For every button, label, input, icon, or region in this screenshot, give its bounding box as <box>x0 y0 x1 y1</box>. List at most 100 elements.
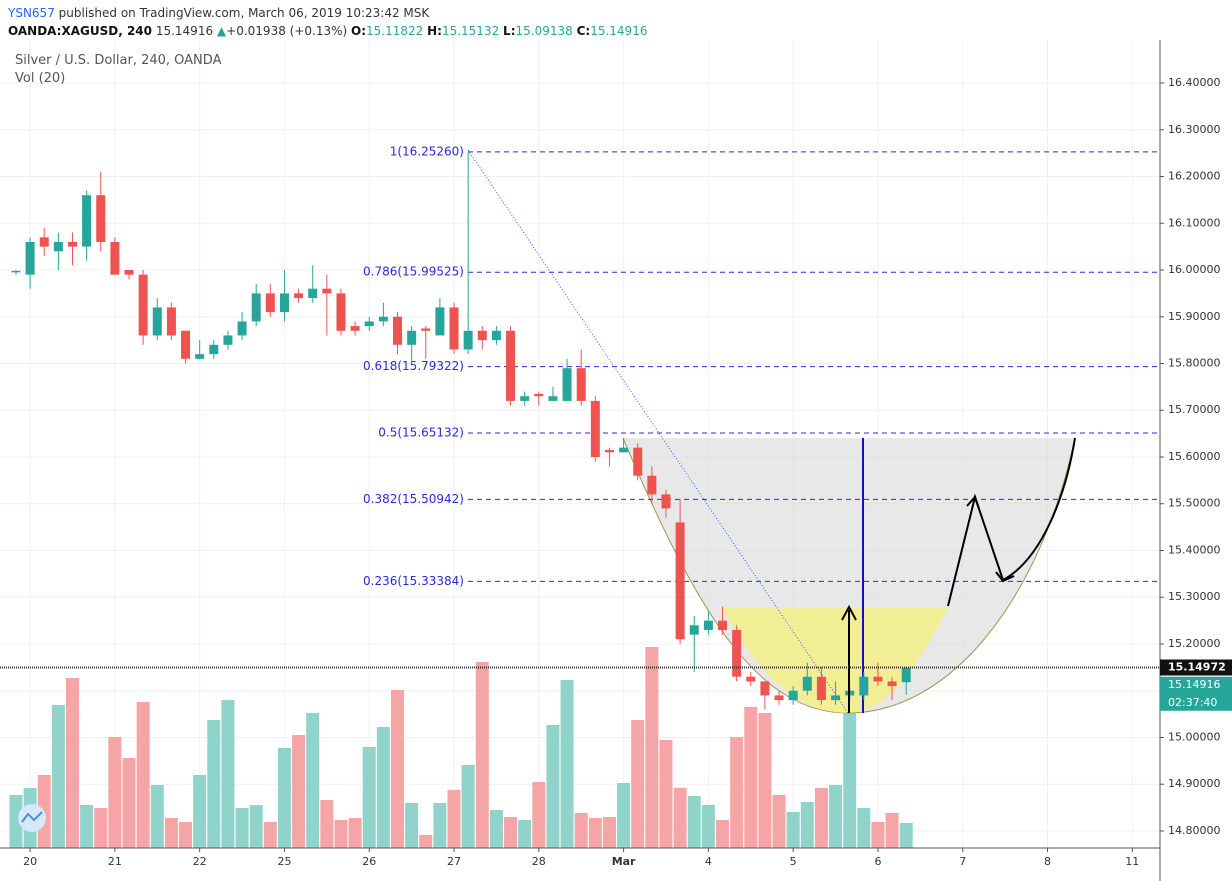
volume-bar <box>518 820 532 848</box>
volume-bar <box>419 835 433 848</box>
candle-body <box>703 620 713 630</box>
volume-bar <box>249 805 263 848</box>
legend: Silver / U.S. Dollar, 240, OANDA Vol (20… <box>15 52 221 88</box>
candle-body <box>491 330 501 341</box>
candle-body <box>633 447 643 476</box>
candle-body <box>378 316 388 322</box>
volume-bar <box>376 727 390 848</box>
candle-body <box>279 293 289 313</box>
author[interactable]: YSN657 <box>8 6 55 20</box>
x-tick-label: 25 <box>277 855 291 868</box>
y-tick-label: 16.30000 <box>1168 123 1221 136</box>
volume-bar <box>461 765 475 848</box>
x-tick-label: 4 <box>705 855 712 868</box>
h-value: 15.15132 <box>441 24 500 38</box>
fib-label: 0.786(15.99525) <box>363 265 464 279</box>
candle-body <box>308 288 318 299</box>
volume-bar <box>207 720 221 848</box>
volume-bar <box>532 782 546 848</box>
l-value: 15.09138 <box>515 24 573 38</box>
volume-bar <box>814 788 828 848</box>
volume-bar <box>334 820 348 848</box>
candle-body <box>873 676 883 682</box>
y-tick-label: 15.90000 <box>1168 310 1221 323</box>
y-tick-label: 15.70000 <box>1168 403 1221 416</box>
c-value: 15.14916 <box>590 24 648 38</box>
logo-mark <box>21 811 43 823</box>
candle-body <box>393 316 403 345</box>
arrow-head <box>995 571 1015 583</box>
candle-body <box>718 620 728 630</box>
volume-bar <box>306 713 320 848</box>
x-tick-label: Mar <box>612 855 636 868</box>
candle-body <box>237 321 247 336</box>
fib-label: 0.382(15.50942) <box>363 492 464 506</box>
x-tick-label: 26 <box>362 855 376 868</box>
o-value: 15.11822 <box>366 24 424 38</box>
candle-body <box>675 522 685 640</box>
y-tick-label: 16.10000 <box>1168 216 1221 229</box>
countdown-label: 02:37:40 <box>1168 696 1217 709</box>
candle-body <box>350 326 360 331</box>
volume-bar <box>687 796 701 848</box>
volume-bar <box>602 817 616 848</box>
volume-bar <box>843 712 857 848</box>
volume-bar <box>617 783 631 848</box>
volume-bar <box>786 812 800 848</box>
volume-bar <box>659 740 673 848</box>
volume-bar <box>164 818 178 848</box>
l-label: L: <box>503 24 516 38</box>
candle-body <box>449 307 459 350</box>
volume-bar <box>716 820 730 848</box>
volume-bar <box>193 775 207 848</box>
candle-body <box>647 475 657 495</box>
price-tag-label: 15.14972 <box>1168 660 1226 673</box>
y-tick-label: 15.30000 <box>1168 590 1221 603</box>
candle-body <box>788 690 798 701</box>
volume-bar <box>94 808 108 848</box>
series-title: Silver / U.S. Dollar, 240, OANDA <box>15 53 222 68</box>
candle-body <box>576 368 586 401</box>
candle-body <box>859 676 869 696</box>
volume-bar <box>405 803 419 848</box>
y-tick-label: 15.00000 <box>1168 730 1221 743</box>
candle-body <box>82 195 92 247</box>
candle-body <box>901 667 911 683</box>
volume-bar <box>51 705 65 848</box>
o-label: O: <box>351 24 367 38</box>
volume-bar <box>391 690 405 848</box>
candle-body <box>661 494 671 509</box>
volume-bar <box>645 647 659 848</box>
volume-bar <box>772 795 786 848</box>
volume-bar <box>80 805 94 848</box>
candle-body <box>251 293 261 322</box>
arrow: ▲ <box>216 24 227 38</box>
volume-bar <box>475 662 489 848</box>
volume-bar <box>744 707 758 848</box>
x-tick-label: 27 <box>447 855 461 868</box>
candle-body <box>506 330 516 401</box>
curve-arrow <box>1002 437 1076 581</box>
volume-bar <box>65 678 79 848</box>
last-tag <box>1160 676 1232 711</box>
candle-body <box>138 274 148 336</box>
candle-body <box>435 307 445 336</box>
candle-body <box>463 330 473 350</box>
candle-body <box>548 396 558 401</box>
y-tick-label: 16.40000 <box>1168 76 1221 89</box>
y-tick-label: 16.00000 <box>1168 263 1221 276</box>
candle-body <box>265 293 275 313</box>
candle-body <box>887 681 897 687</box>
volume-bar <box>362 747 376 848</box>
candle-body <box>831 695 841 701</box>
y-tick-label: 15.40000 <box>1168 543 1221 556</box>
last-tag-label: 15.14916 <box>1168 678 1221 691</box>
candle-body <box>477 330 487 341</box>
volume-bar <box>857 808 871 848</box>
candle-body <box>124 270 134 275</box>
candle-body <box>364 321 374 327</box>
volume-title: Vol (20) <box>15 71 66 86</box>
h-label: H: <box>427 24 442 38</box>
